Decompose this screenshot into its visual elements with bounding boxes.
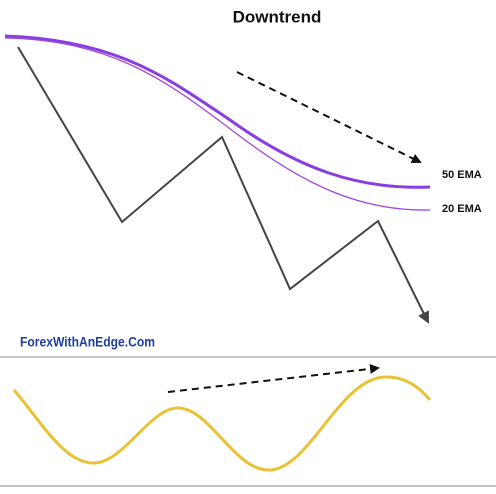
- ema-20-line: [4, 37, 431, 211]
- ema-50-line: [4, 34, 431, 189]
- trend-arrow: [236, 71, 422, 163]
- divergence-arrow: [167, 363, 380, 393]
- title: Downtrend: [233, 7, 322, 26]
- watermark: ForexWithAnEdge.Com: [20, 334, 155, 350]
- price-line: [17, 46, 429, 324]
- oscillator-line: [12, 375, 432, 472]
- ema-20-label: 20 EMA: [442, 203, 482, 215]
- ema-50-label: 50 EMA: [442, 169, 482, 181]
